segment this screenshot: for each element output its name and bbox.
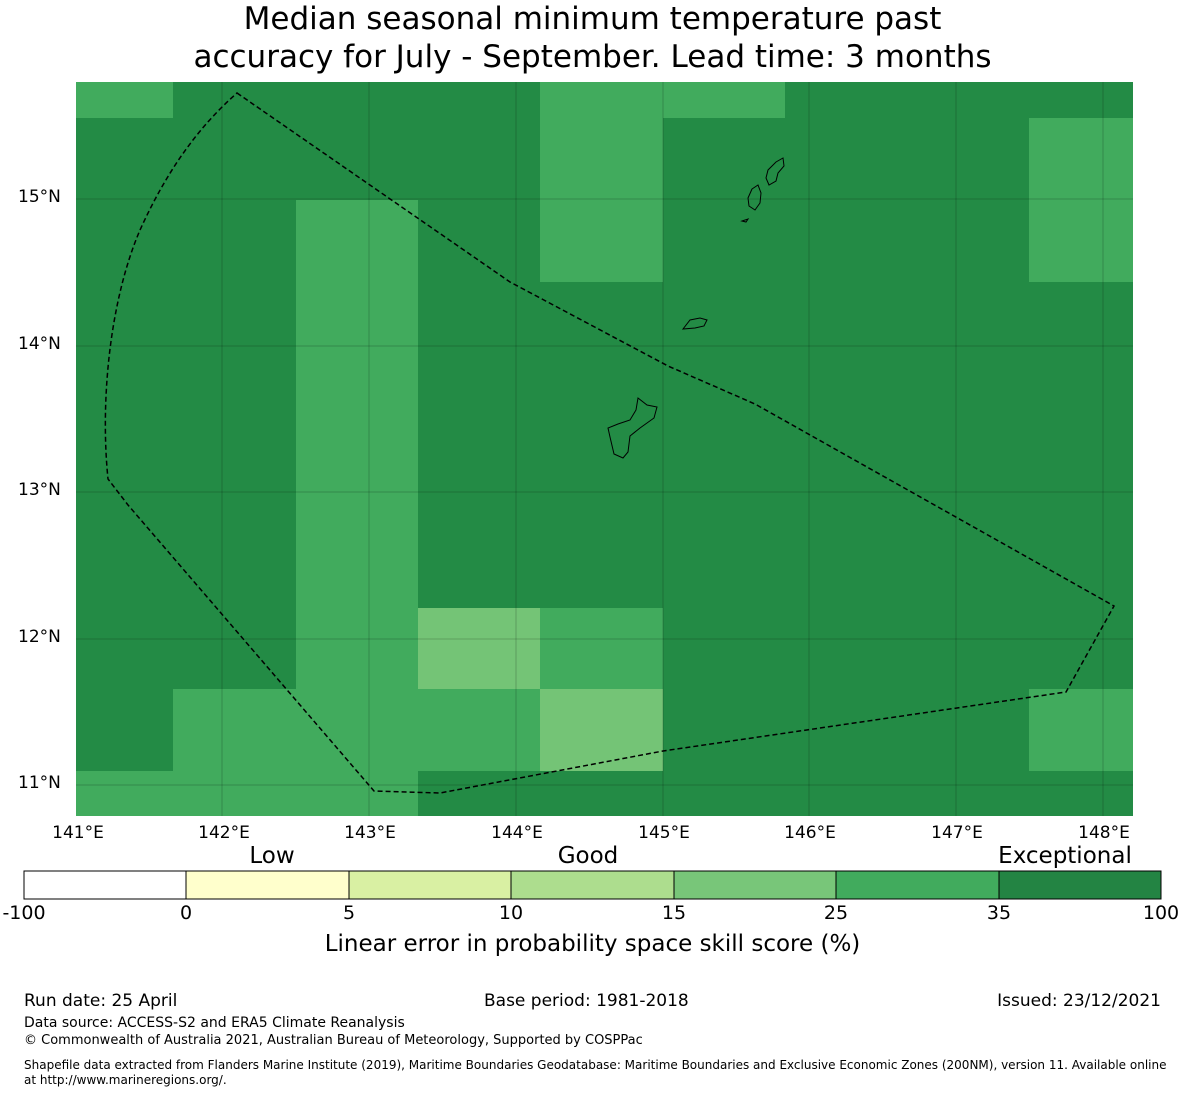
title-line-1: Median seasonal minimum temperature past [243, 1, 942, 37]
island-saipan-outline [765, 157, 785, 186]
lon-label: 146°E [784, 823, 836, 843]
island-aguijan-outline [740, 218, 750, 223]
map-title: Median seasonal minimum temperature past… [0, 0, 1185, 76]
lon-label: 147°E [931, 823, 983, 843]
skill-cell [540, 608, 663, 689]
colorbar-segment [998, 870, 1162, 900]
lat-label: 12°N [18, 627, 61, 647]
skill-map [23, 82, 1162, 900]
category-label-low: Low [249, 843, 295, 869]
lon-label: 148°E [1078, 823, 1130, 843]
skill-cell [418, 608, 540, 689]
island-rota-outline [681, 317, 708, 330]
lat-label: 15°N [18, 187, 61, 207]
data-source: Data source: ACCESS-S2 and ERA5 Climate … [24, 1015, 405, 1031]
colorbar-tick: 0 [179, 902, 193, 924]
shapefile-note: Shapefile data extracted from Flanders M… [24, 1058, 1167, 1087]
islands [607, 157, 785, 459]
colorbar-segment [185, 870, 350, 900]
run-date: Run date: 25 April [24, 991, 178, 1011]
colorbar-segment [673, 870, 837, 900]
lon-label: 142°E [198, 823, 250, 843]
skill-cell [173, 689, 296, 771]
skill-cell [418, 689, 540, 771]
skill-cell [76, 771, 418, 816]
island-tinian-outline [747, 184, 762, 211]
lon-label: 143°E [344, 823, 396, 843]
lat-label: 13°N [18, 480, 61, 500]
copyright-notice: © Commonwealth of Australia 2021, Austra… [24, 1033, 643, 1048]
lat-label: 14°N [18, 334, 61, 354]
skill-cell [540, 689, 663, 771]
skill-cell [1029, 689, 1133, 771]
colorbar [23, 870, 1162, 900]
category-label-good: Good [557, 843, 619, 869]
lon-label: 145°E [638, 823, 690, 843]
skill-cell [76, 82, 173, 118]
category-label-exceptional: Exceptional [998, 843, 1132, 869]
colorbar-segment [348, 870, 512, 900]
colorbar-tick: 5 [342, 902, 356, 924]
skill-cell [296, 200, 418, 816]
colorbar-segment [23, 870, 187, 900]
island-guam-outline [607, 397, 658, 459]
skill-cell [663, 82, 785, 118]
lon-label: 141°E [52, 823, 104, 843]
base-period: Base period: 1981-2018 [484, 991, 689, 1011]
skill-cells [76, 82, 1133, 816]
title-line-2: accuracy for July - September. Lead time… [193, 39, 992, 75]
colorbar-segment [835, 870, 1000, 900]
skill-cells-light [418, 608, 663, 771]
eez-boundary [104, 92, 1116, 794]
colorbar-tick: 10 [498, 902, 524, 924]
lon-label: 144°E [491, 823, 543, 843]
graticule [76, 82, 1133, 816]
colorbar-segment [510, 870, 675, 900]
skill-cell [540, 82, 663, 282]
issued-date: Issued: 23/12/2021 [997, 991, 1161, 1011]
colorbar-tick: 15 [661, 902, 687, 924]
colorbar-tick: -100 [2, 902, 46, 924]
colorbar-tick: 100 [1142, 902, 1180, 924]
lat-label: 11°N [18, 773, 61, 793]
colorbar-tick: 25 [823, 902, 849, 924]
skill-cell [1029, 118, 1133, 282]
colorbar-label: Linear error in probability space skill … [324, 931, 861, 957]
colorbar-tick: 35 [986, 902, 1012, 924]
